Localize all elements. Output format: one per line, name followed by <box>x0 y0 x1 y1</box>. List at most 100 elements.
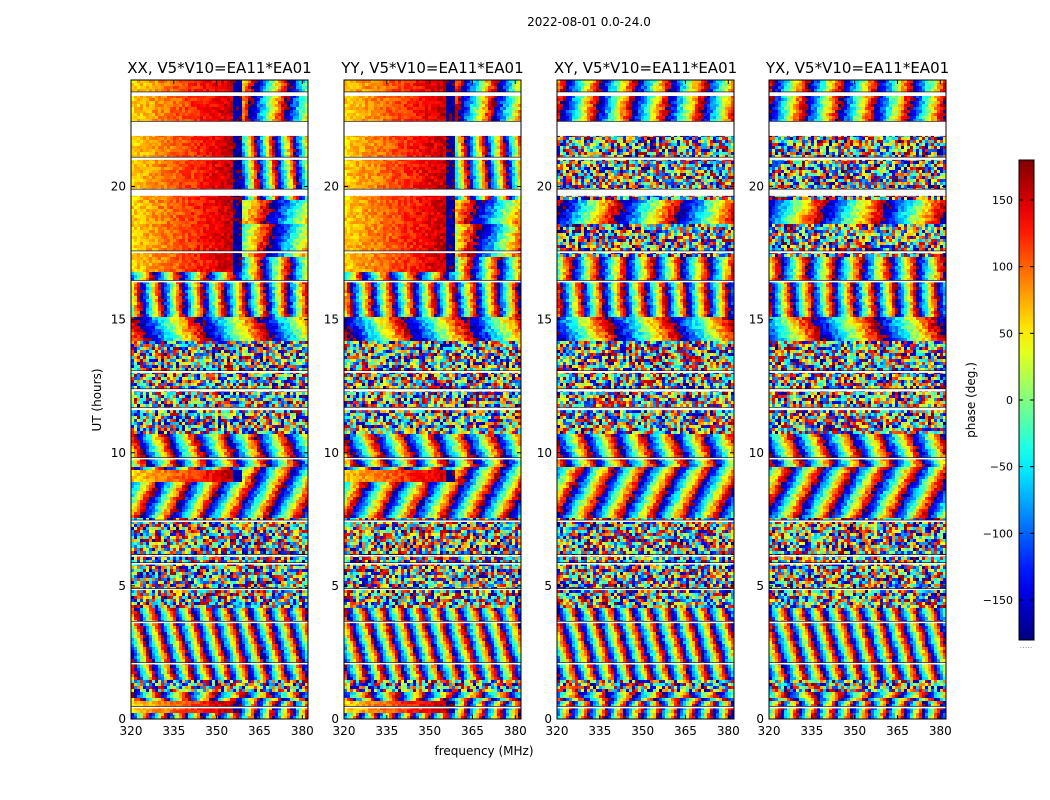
panel-yx: YX, V5*V10=EA11*EA01 320 335 350 365 380 0 5 10 1… <box>749 59 952 738</box>
panel-xy: XY, V5*V10=EA11*EA01 320 335 350 365 380 0 5 10 1… <box>537 59 740 738</box>
x-tick-label: 320 <box>120 724 143 738</box>
y-tick-label: 0 <box>544 712 552 726</box>
flagged-gap <box>131 457 308 460</box>
panel-title: YY, V5*V10=EA11*EA01 <box>340 59 523 77</box>
x-tick-label: 365 <box>248 724 271 738</box>
flagged-gap <box>131 520 308 522</box>
flagged-gap <box>769 562 946 565</box>
flagged-gap <box>131 388 308 392</box>
colorbar-label: phase (deg.) <box>964 362 978 438</box>
flagged-gap <box>131 280 308 283</box>
flagged-gap <box>131 621 308 624</box>
x-tick-label: 380 <box>291 724 314 738</box>
x-tick-label: 320 <box>758 724 781 738</box>
colorbar-tick-label: −50 <box>990 461 1013 474</box>
y-tick-label: 15 <box>749 313 764 327</box>
flagged-gap <box>557 457 734 460</box>
panel-title: XX, V5*V10=EA11*EA01 <box>127 59 311 77</box>
flagged-gap <box>557 370 734 373</box>
flagged-gap <box>557 662 734 665</box>
flagged-gap <box>769 457 946 460</box>
y-tick-label: 15 <box>111 313 126 327</box>
flagged-gap <box>557 588 734 591</box>
panel-frame <box>343 79 522 720</box>
flagged-gap <box>769 706 946 709</box>
flagged-gap <box>131 121 308 136</box>
y-tick-label: 5 <box>331 579 339 593</box>
flagged-gap <box>131 588 308 591</box>
flagged-gap <box>131 250 308 254</box>
panel-yy-raster <box>344 80 521 719</box>
flagged-gap <box>557 91 734 96</box>
flagged-gap <box>131 554 308 557</box>
flagged-gap <box>557 157 734 160</box>
x-tick-label: 350 <box>205 724 228 738</box>
flagged-gap <box>557 388 734 392</box>
panel-xx-raster <box>131 80 308 719</box>
y-tick-label: 0 <box>756 712 764 726</box>
x-tick-label: 320 <box>546 724 569 738</box>
flagged-gap <box>344 189 521 196</box>
flagged-gap <box>557 621 734 624</box>
panel-title: XY, V5*V10=EA11*EA01 <box>554 59 737 77</box>
x-tick-label: 365 <box>886 724 909 738</box>
flagged-gap <box>557 121 734 136</box>
colorbar-bottom-note: ..... <box>1020 641 1033 650</box>
x-tick-label: 350 <box>631 724 654 738</box>
flagged-gap <box>344 520 521 522</box>
flagged-gap <box>344 706 521 709</box>
x-tick-label: 365 <box>674 724 697 738</box>
flagged-gap <box>344 370 521 373</box>
flagged-gap <box>344 588 521 591</box>
x-tick-label: 380 <box>929 724 952 738</box>
flagged-gap <box>769 121 946 136</box>
flagged-gap <box>344 662 521 665</box>
flagged-gap <box>769 157 946 160</box>
x-tick-label: 335 <box>162 724 185 738</box>
flagged-gap <box>344 457 521 460</box>
x-axis-label: frequency (MHz) <box>434 744 533 758</box>
flagged-gap <box>769 388 946 392</box>
figure-title: 2022-08-01 0.0-24.0 <box>527 15 651 29</box>
y-axis-label: UT (hours) <box>90 368 104 431</box>
panel-yy: YY, V5*V10=EA11*EA01 320 335 350 365 380 0 5 10 1… <box>324 59 527 738</box>
colorbar-tick-label: −100 <box>983 527 1013 540</box>
flagged-gap <box>557 189 734 196</box>
flagged-gap <box>344 250 521 254</box>
y-tick-label: 10 <box>111 446 126 460</box>
flagged-gap <box>769 621 946 624</box>
flagged-gap <box>344 407 521 411</box>
flagged-gap <box>769 407 946 411</box>
panel-frame <box>130 79 309 720</box>
y-tick-label: 20 <box>749 180 764 194</box>
flagged-gap <box>769 250 946 254</box>
x-tick-label: 350 <box>418 724 441 738</box>
y-tick-label: 0 <box>118 712 126 726</box>
y-tick-label: 20 <box>111 180 126 194</box>
panel-xx: XX, V5*V10=EA11*EA01 320 335 350 365 380 0 5 10 1… <box>111 59 314 738</box>
x-tick-label: 335 <box>800 724 823 738</box>
panel-yx-raster <box>769 80 946 719</box>
y-tick-label: 20 <box>324 180 339 194</box>
flagged-gap <box>769 91 946 96</box>
colorbar-tick-label: 100 <box>992 261 1013 274</box>
flagged-gap <box>131 562 308 565</box>
y-tick-label: 5 <box>756 579 764 593</box>
y-tick-label: 5 <box>118 579 126 593</box>
flagged-gap <box>344 91 521 96</box>
flagged-gap <box>557 554 734 557</box>
flagged-gap <box>344 157 521 160</box>
flagged-gap <box>131 706 308 709</box>
y-tick-label: 10 <box>324 446 339 460</box>
flagged-gap <box>769 520 946 522</box>
flagged-gap <box>344 121 521 136</box>
x-tick-label: 365 <box>461 724 484 738</box>
flagged-gap <box>344 388 521 392</box>
flagged-gap <box>557 250 734 254</box>
y-tick-label: 20 <box>537 180 552 194</box>
panel-xy-raster <box>557 80 734 719</box>
flagged-gap <box>557 520 734 522</box>
colorbar-tick-label: −150 <box>983 594 1013 607</box>
flagged-gap <box>557 280 734 283</box>
flagged-gap <box>557 562 734 565</box>
